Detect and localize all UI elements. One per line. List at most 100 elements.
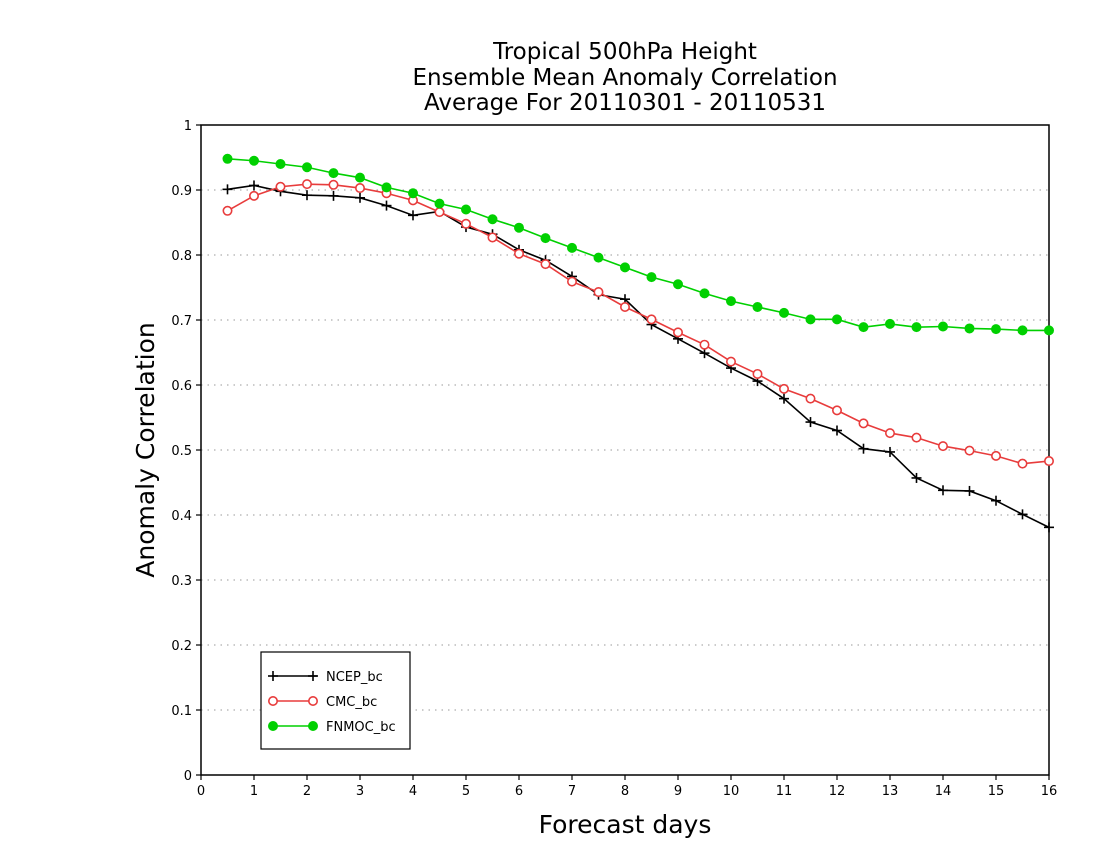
series-fnmoc-bc-point (991, 324, 1001, 335)
series-cmc-bc-point (752, 368, 763, 379)
x-tick-label: 5 (462, 784, 470, 799)
series-ncep-bc-point (222, 184, 233, 195)
series-cmc-bc-point (249, 190, 260, 201)
series-cmc-bc-point (301, 179, 312, 190)
series-layer (222, 153, 1055, 533)
x-tick-label: 16 (1041, 784, 1058, 799)
series-ncep-bc-point (302, 190, 312, 201)
series-ncep-bc-point (1017, 509, 1028, 520)
series-ncep-bc-point (408, 210, 418, 221)
legend-series-ncep-bc-point (268, 671, 278, 681)
series-cmc-bc-point (487, 232, 498, 243)
series-ncep-bc-point (885, 446, 895, 457)
series-cmc-bc-point (831, 405, 842, 416)
series-fnmoc-bc-point (646, 272, 657, 283)
chart-title-line-2: Ensemble Mean Anomaly Correlation (412, 65, 837, 91)
y-axis-label: Anomaly Correlation (131, 322, 160, 577)
series-fnmoc-bc-point (699, 288, 710, 299)
legend-label: FNMOC_bc (326, 720, 396, 735)
chart-title-line-1: Tropical 500hPa Height (492, 39, 757, 65)
legend: NCEP_bc CMC_bc FNMOC_bc (260, 651, 411, 750)
series-fnmoc-bc-point (779, 307, 789, 318)
x-axis-label: Forecast days (539, 810, 712, 839)
x-tick-label: 1 (250, 784, 258, 799)
series-ncep-bc-point (911, 472, 922, 483)
legend-series-cmc-bc-point (267, 695, 278, 706)
series-cmc-bc-point (937, 441, 948, 452)
series-cmc-bc-point (460, 218, 471, 229)
series-ncep-bc-point (699, 348, 710, 359)
series-cmc-bc-point (778, 383, 789, 394)
legend-series-fnmoc-bc-point (268, 721, 278, 731)
series-cmc-bc-point (1044, 456, 1055, 467)
x-tick-label: 10 (723, 784, 740, 799)
series-fnmoc-bc-point (249, 155, 259, 166)
series-cmc-bc-point (593, 287, 604, 298)
y-tick-label: 1 (184, 119, 192, 134)
series-ncep-bc-point (991, 495, 1001, 506)
series-fnmoc-bc-point (938, 321, 948, 332)
x-tick-label: 6 (515, 784, 523, 799)
series-cmc-bc-point (540, 259, 551, 270)
x-tick-label: 0 (197, 784, 205, 799)
series-ncep-bc-point (355, 192, 365, 203)
x-tick-label: 15 (988, 784, 1005, 799)
series-fnmoc-bc-point (752, 302, 763, 312)
series-fnmoc-bc-point (885, 318, 895, 329)
series-ncep-bc-point (328, 190, 339, 201)
series-ncep-bc-point (832, 425, 842, 436)
series-fnmoc-bc-point (567, 242, 577, 253)
legend-series-fnmoc-bc-point (308, 721, 318, 731)
series-cmc-bc-point (222, 205, 233, 216)
series-ncep-bc-point (938, 485, 948, 496)
series-fnmoc-bc-point (461, 204, 471, 215)
axes-layer: 00.10.20.30.40.50.60.70.80.910 1 2 3 4 5 6 7 8 9 1… (171, 119, 1057, 799)
series-ncep-bc-point (1044, 522, 1054, 533)
series-fnmoc-bc-point (540, 233, 551, 244)
series-fnmoc-bc-point (275, 159, 286, 169)
series-fnmoc-bc-point (1017, 325, 1028, 336)
series-fnmoc-bc-point (858, 322, 869, 333)
series-fnmoc-bc-point (805, 314, 816, 325)
series-fnmoc-bc-point (381, 182, 392, 193)
legend-entry: NCEP_bc (268, 670, 383, 685)
series-cmc-bc-point (513, 248, 524, 259)
series-fnmoc-bc-point (514, 222, 524, 233)
x-tick-label: 7 (568, 784, 576, 799)
chart-title-line-3: Average For 20110301 - 20110531 (424, 90, 826, 116)
x-tick-label: 3 (356, 784, 364, 799)
series-ncep-bc-point (779, 393, 789, 404)
series-cmc-bc-point (566, 276, 577, 287)
series-cmc-bc (222, 179, 1055, 469)
series-cmc-bc-point (911, 432, 922, 443)
series-cmc-bc-point (858, 418, 869, 429)
series-ncep-bc-point (964, 485, 975, 496)
y-tick-label: 0.3 (171, 574, 192, 589)
series-cmc-bc-point (275, 181, 286, 192)
series-cmc-bc-point (354, 183, 365, 194)
y-tick-label: 0.5 (171, 444, 192, 459)
x-tick-label: 13 (882, 784, 899, 799)
y-tick-label: 0.8 (171, 249, 192, 264)
series-cmc-bc-point (725, 356, 736, 367)
series-fnmoc-bc-point (964, 323, 975, 334)
x-tick-label: 8 (621, 784, 629, 799)
series-cmc-bc-point (805, 393, 816, 404)
x-tick-label: 2 (303, 784, 311, 799)
series-cmc-bc-point (672, 327, 683, 338)
series-fnmoc-bc-point (487, 214, 498, 225)
series-cmc-bc-point (619, 301, 630, 312)
x-tick-label: 4 (409, 784, 417, 799)
series-ncep-bc-point (805, 417, 816, 428)
legend-entry: CMC_bc (267, 695, 377, 710)
x-tick-label: 12 (829, 784, 846, 799)
x-tick-label: 14 (935, 784, 952, 799)
series-cmc-bc-point (646, 314, 657, 325)
series-fnmoc-bc-point (620, 262, 630, 273)
series-fnmoc-bc-point (434, 198, 445, 209)
series-fnmoc-bc-point (673, 279, 683, 290)
grid-layer (201, 189, 1049, 711)
series-ncep-bc-point (381, 200, 392, 211)
